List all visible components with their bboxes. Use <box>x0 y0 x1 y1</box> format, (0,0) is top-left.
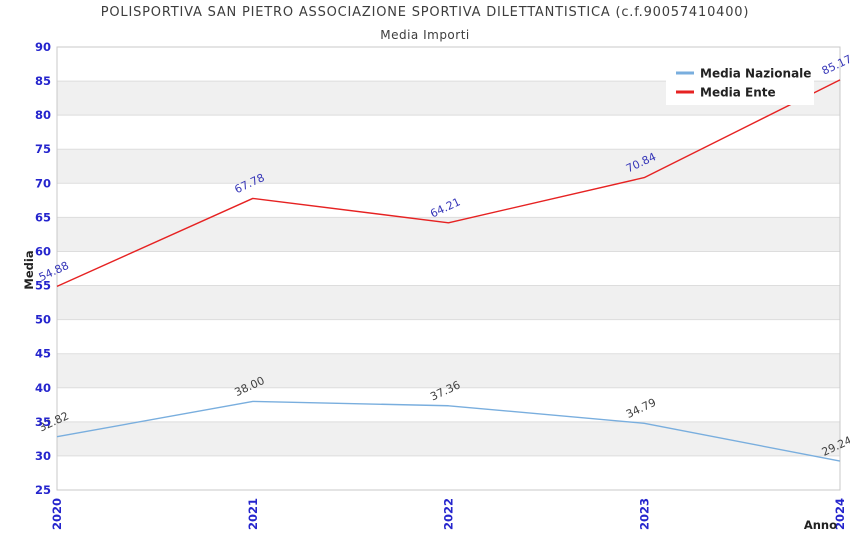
y-tick-label: 25 <box>35 483 51 497</box>
legend-background <box>666 58 814 105</box>
data-label-media-ente: 85.17 <box>820 53 850 78</box>
chart-subtitle: Media Importi <box>380 28 470 42</box>
y-tick-label: 65 <box>35 210 51 224</box>
y-axis-title: Media <box>22 250 36 289</box>
y-tick-label: 80 <box>35 108 51 122</box>
y-tick-label: 55 <box>35 279 51 293</box>
legend-item-media-ente: Media Ente <box>676 86 776 100</box>
legend-item-media-nazionale: Media Nazionale <box>676 67 811 81</box>
data-label-media-nazionale: 34.79 <box>624 396 658 421</box>
plot-band <box>57 149 840 184</box>
legend-label-media-nazionale: Media Nazionale <box>700 67 811 81</box>
x-tick-label: 2020 <box>50 498 64 530</box>
legend-label-media-ente: Media Ente <box>700 86 776 100</box>
plot-band <box>57 285 840 320</box>
y-tick-label: 75 <box>35 142 51 156</box>
x-tick-label: 2024 <box>833 498 847 530</box>
y-tick-label: 45 <box>35 347 51 361</box>
y-tick-label: 85 <box>35 74 51 88</box>
plot-border <box>56 46 841 491</box>
line-media-nazionale <box>56 400 841 462</box>
y-tick-label: 40 <box>35 381 51 395</box>
plot-band <box>57 421 840 456</box>
x-tick-label: 2022 <box>442 498 456 530</box>
y-tick-label: 30 <box>35 449 51 463</box>
x-tick-label: 2021 <box>246 498 260 530</box>
x-axis-title: Anno <box>804 518 837 532</box>
y-tick-label: 60 <box>35 244 51 258</box>
data-label-media-ente: 64.21 <box>428 195 462 220</box>
y-tick-label: 90 <box>35 40 51 54</box>
y-tick-label: 70 <box>35 176 51 190</box>
chart-title: POLISPORTIVA SAN PIETRO ASSOCIAZIONE SPO… <box>100 5 750 20</box>
y-tick-label: 50 <box>35 313 51 327</box>
line-media-ente <box>56 79 841 287</box>
x-tick-label: 2023 <box>637 498 651 530</box>
legend: Media Nazionale Media Ente <box>666 58 814 105</box>
y-tick-label: 35 <box>35 415 51 429</box>
plot-band <box>57 353 840 388</box>
